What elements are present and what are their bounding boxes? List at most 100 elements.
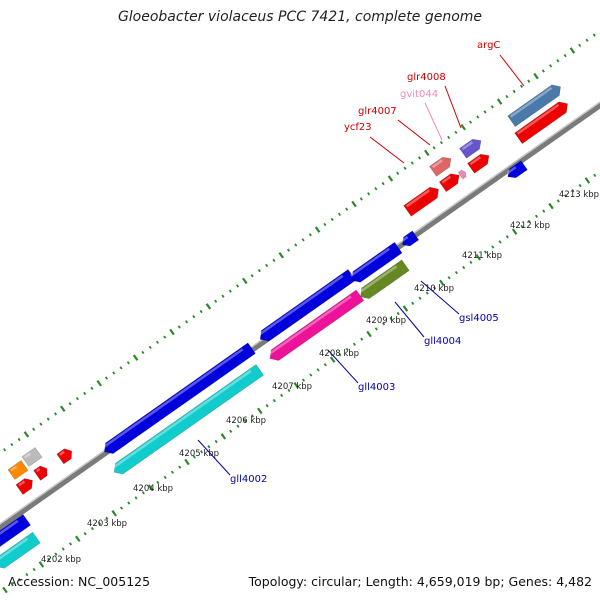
kbp-tick-label: 4210 kbp [414,284,454,294]
gene-label-gll4002[interactable]: gll4002 [230,474,267,485]
tick-mark [351,200,357,208]
blue-gene-1[interactable] [101,342,256,457]
red-gene-5[interactable] [15,475,36,495]
tick-mark [2,586,8,594]
glr4008-body[interactable] [459,136,485,159]
tick-mark [374,327,378,331]
gene-label-gll4004[interactable]: gll4004 [424,336,461,347]
tick-mark [272,398,276,403]
map-title: Gloeobacter violaceus PCC 7421, complete… [117,9,483,25]
blue-gene-5[interactable] [505,160,528,182]
tick-mark [512,89,516,94]
cyan-gene-6[interactable] [0,531,41,571]
tick-mark [111,509,117,517]
tick-mark [90,526,94,531]
orange-gene[interactable] [7,460,29,480]
tick-mark [199,309,203,314]
tick-mark [490,105,494,109]
genome-summary-text: Topology: circular; Length: 4,659,019 bp… [248,574,592,589]
red-gene-7[interactable] [56,446,75,465]
gene-label-gsl4005[interactable]: gsl4005 [459,313,499,324]
tick-mark [520,224,524,229]
kbp-tick-label: 4205 kbp [179,449,219,459]
tick-mark [205,303,212,310]
tick-mark [39,422,43,426]
gene-label-gvit044[interactable]: gvit044 [400,89,438,100]
tick-mark [53,412,58,416]
tick-mark [527,219,531,224]
tick-mark [10,583,14,587]
tick-mark [272,258,276,263]
gll4002-body[interactable] [110,364,264,477]
tick-mark [17,437,21,442]
gene-label-argC[interactable]: argC [477,40,500,51]
tick-mark [294,243,298,247]
tick-mark [75,396,79,401]
gsl4005-body[interactable] [357,259,410,302]
tick-mark [155,340,159,344]
red-gene-2[interactable] [403,184,443,217]
tick-mark [75,535,81,543]
blue-gene-3[interactable] [348,241,403,285]
tick-mark [214,439,218,444]
tick-mark [454,130,458,135]
tick-mark [338,352,342,357]
tick-mark [235,284,240,288]
tick-mark [316,368,320,372]
argC-body[interactable] [507,81,565,127]
tick-mark [156,480,160,485]
callout-line [444,85,462,129]
blue-gene-4[interactable] [399,230,420,249]
tick-mark [265,263,269,268]
red-gene-4[interactable] [467,151,493,174]
tick-mark [439,279,445,287]
tick-mark [483,250,488,254]
tick-mark [374,187,378,191]
red-gene-6[interactable] [33,464,51,481]
tick-mark [337,212,342,216]
tick-mark [556,199,560,203]
tick-mark [54,552,58,556]
tick-mark [278,251,284,259]
tick-mark [177,325,181,329]
tick-mark [329,356,336,363]
tick-mark [483,110,487,114]
tick-mark [396,171,400,175]
gene-label-glr4008[interactable]: glr4008 [407,72,446,83]
blue-gene-2[interactable] [256,269,356,344]
tick-mark [286,248,291,252]
tick-mark [301,378,306,382]
tick-mark [68,542,73,546]
kbp-label-layer: 4202 kbp 4203 kbp 4204 kbp 4205 kbp 4206 kbp… [41,190,599,565]
gll4003-body[interactable] [266,289,365,364]
tick-mark [61,547,65,551]
red-gene-3[interactable] [438,170,462,193]
kbp-tick-label: 4202 kbp [41,555,81,565]
tick-mark [592,33,596,37]
tick-mark [359,197,363,201]
tick-mark [468,120,473,124]
tick-mark [360,337,364,341]
gray-gene[interactable] [21,447,43,467]
gvit044-body[interactable] [457,169,468,180]
tick-mark [184,458,190,466]
tick-mark [439,140,443,145]
tick-mark [98,521,102,526]
tick-mark [418,156,422,160]
red-gene-1[interactable] [514,98,572,144]
tick-mark [169,328,175,336]
blue-gene-6[interactable] [0,514,31,551]
tick-mark [433,286,437,290]
tick-mark [250,414,255,418]
tick-mark [505,94,509,99]
tick-mark [236,424,240,428]
tick-mark [163,475,167,480]
gene-label-ycf23[interactable]: ycf23 [344,122,372,133]
glr4007-body[interactable] [429,154,455,177]
tick-mark [571,189,575,193]
gene-label-glr4007[interactable]: glr4007 [358,106,397,117]
gene-label-gll4003[interactable]: gll4003 [358,382,395,393]
tick-mark [200,450,204,454]
tick-mark [345,347,349,352]
